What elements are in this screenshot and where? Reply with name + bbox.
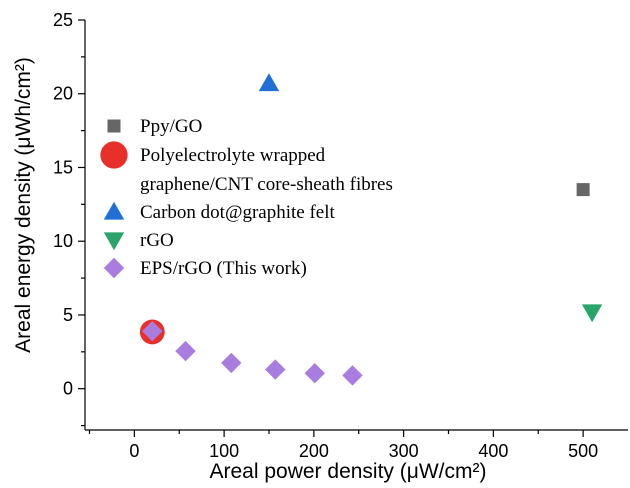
data-point-triangle-down <box>581 304 603 323</box>
y-tick-label: 0 <box>63 379 73 399</box>
x-tick-label: 0 <box>129 441 139 461</box>
legend-label: Carbon dot@graphite felt <box>140 202 335 223</box>
x-axis-ticks: 0 100 200 300 400 500 <box>88 430 598 461</box>
data-point-diamond <box>221 352 242 374</box>
legend-marker-square <box>107 119 121 133</box>
data-point-diamond <box>304 363 325 384</box>
legend: Ppy/GO Polyelectrolyte wrapped graphene/CN… <box>100 116 393 279</box>
x-tick-label: 500 <box>568 441 598 461</box>
data-point-diamond <box>265 359 286 380</box>
y-tick-label: 20 <box>53 84 73 104</box>
legend-marker-circle <box>100 141 128 169</box>
y-tick-label: 25 <box>53 10 73 30</box>
legend-marker-triangle-up <box>103 201 125 220</box>
y-axis-ticks: 0 5 10 15 20 25 <box>53 10 85 427</box>
x-axis-title: Areal power density (μW/cm²) <box>210 460 487 483</box>
y-axis-title: Areal energy density (μWh/cm²) <box>12 57 35 353</box>
y-tick-label: 15 <box>53 157 73 177</box>
data-points <box>139 73 603 386</box>
legend-label: Polyelectrolyte wrapped <box>140 145 326 166</box>
legend-label: EPS/rGO (This work) <box>140 258 307 279</box>
data-point-square <box>576 183 590 197</box>
y-tick-label: 5 <box>63 305 73 325</box>
axes <box>84 20 628 431</box>
x-tick-label: 100 <box>209 441 239 461</box>
y-tick-label: 10 <box>53 231 73 251</box>
legend-marker-triangle-down <box>103 232 125 251</box>
legend-label: graphene/CNT core-sheath fibres <box>140 174 393 195</box>
legend-marker-diamond <box>103 257 125 279</box>
x-tick-label: 300 <box>389 441 419 461</box>
legend-label: Ppy/GO <box>140 116 202 137</box>
legend-label: rGO <box>140 230 174 251</box>
x-tick-label: 200 <box>299 441 329 461</box>
data-point-triangle-up <box>258 73 280 92</box>
data-point-diamond <box>175 340 196 362</box>
data-point-diamond <box>142 320 163 342</box>
x-tick-label: 400 <box>478 441 508 461</box>
data-point-diamond <box>342 365 363 386</box>
